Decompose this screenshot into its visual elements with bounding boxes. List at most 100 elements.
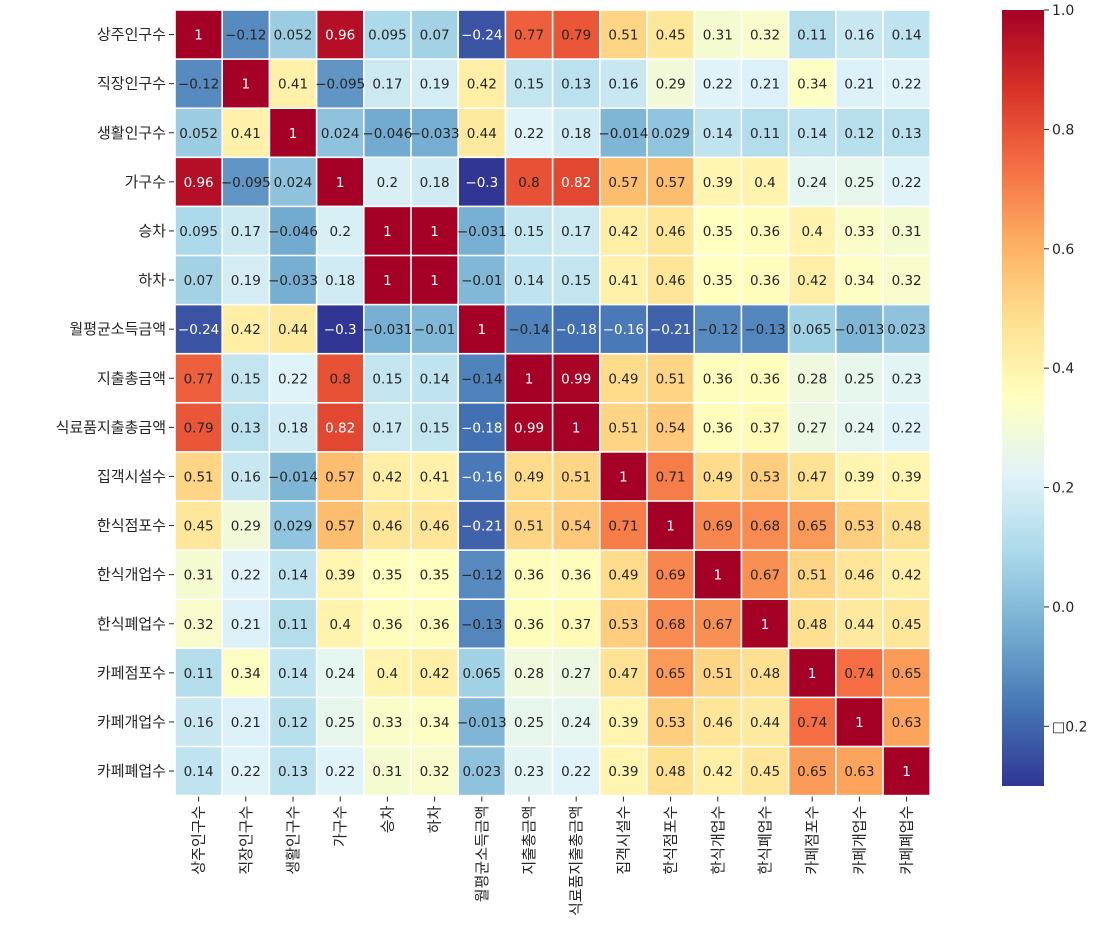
- y-tick-label: 직장인구수: [97, 75, 166, 93]
- heatmap-cell: [742, 354, 788, 402]
- heatmap-cell: [883, 158, 930, 206]
- heatmap-cell: [411, 747, 458, 795]
- x-tick-label: 하차: [426, 805, 444, 833]
- heatmap-cell: [553, 354, 599, 402]
- heatmap-cell: [789, 501, 835, 550]
- cell-annotation: 0.22: [892, 175, 922, 191]
- cell-annotation: 0.44: [467, 126, 497, 142]
- heatmap-cell: [459, 452, 505, 501]
- heatmap-cell: [506, 158, 552, 206]
- heatmap-cell: [411, 256, 458, 304]
- x-tick-label: 카페개업수: [850, 806, 868, 875]
- heatmap-cell: [789, 305, 835, 353]
- heatmap-cell: [600, 59, 647, 108]
- cell-annotation: 0.052: [179, 126, 218, 142]
- heatmap-cell: [600, 600, 647, 648]
- heatmap-cell: [695, 550, 741, 599]
- cell-annotation: 0.41: [278, 77, 308, 93]
- heatmap-cell: [836, 403, 883, 452]
- cell-annotation: 0.029: [651, 126, 690, 142]
- heatmap-cell: [883, 109, 930, 157]
- heatmap-cell: [836, 649, 883, 697]
- heatmap-cell: [411, 109, 458, 157]
- cell-annotation: −0.013: [834, 322, 884, 338]
- cell-annotation: 1: [902, 764, 911, 780]
- cell-annotation: 1: [808, 666, 817, 682]
- cell-annotation: 0.024: [274, 175, 313, 191]
- heatmap-cell: [411, 403, 458, 452]
- heatmap-cell: [270, 10, 316, 59]
- cell-annotation: 0.51: [656, 371, 686, 387]
- cell-annotation: 0.35: [372, 568, 402, 584]
- cell-annotation: 0.42: [231, 322, 261, 338]
- y-tick-label: 한식개업수: [97, 566, 166, 584]
- heatmap-cell: [695, 649, 741, 697]
- heatmap-cell: [364, 501, 411, 550]
- cell-annotation: 0.51: [703, 666, 733, 682]
- heatmap-cell: [223, 452, 269, 501]
- heatmap-cell: [553, 403, 599, 452]
- cell-annotation: 0.17: [561, 224, 591, 240]
- cell-annotation: 0.45: [184, 519, 214, 535]
- cell-annotation: 0.63: [844, 764, 874, 780]
- cell-annotation: 0.57: [325, 470, 355, 486]
- cell-annotation: 0.25: [844, 371, 874, 387]
- y-tick-label: 카페폐업수: [97, 762, 166, 780]
- cell-annotation: 0.27: [797, 420, 827, 436]
- heatmap-cell: [695, 109, 741, 157]
- cell-annotation: −0.3: [324, 322, 357, 338]
- cell-annotation: −0.18: [556, 322, 597, 338]
- cell-annotation: 0.31: [703, 28, 733, 44]
- heatmap-cell: [459, 158, 505, 206]
- heatmap-cell: [836, 747, 883, 795]
- cell-annotation: 0.32: [892, 273, 922, 289]
- heatmap-cell: [789, 698, 835, 746]
- heatmap-cell: [270, 305, 316, 353]
- cell-annotation: 0.21: [231, 715, 261, 731]
- cell-annotation: 0.47: [608, 666, 638, 682]
- cell-annotation: 1: [383, 273, 392, 289]
- heatmap-cell: [411, 305, 458, 353]
- cell-annotation: 0.57: [656, 175, 686, 191]
- cell-annotation: 0.8: [518, 175, 539, 191]
- cell-annotation: 0.33: [844, 224, 874, 240]
- heatmap-cell: [883, 10, 930, 59]
- heatmap-cell: [223, 501, 269, 550]
- heatmap-cell: [411, 550, 458, 599]
- heatmap-cell: [364, 403, 411, 452]
- cell-annotation: 0.44: [278, 322, 308, 338]
- cell-annotation: 0.18: [278, 420, 308, 436]
- cell-annotation: 0.54: [656, 420, 686, 436]
- cell-annotation: −0.014: [598, 126, 648, 142]
- heatmap-cells: [175, 10, 930, 795]
- y-tick-label: 가구수: [125, 173, 166, 191]
- heatmap-cell: [175, 649, 222, 697]
- heatmap-cell: [364, 59, 411, 108]
- cell-annotation: 0.28: [514, 666, 544, 682]
- cell-annotation: 0.63: [892, 715, 922, 731]
- heatmap-cell: [223, 550, 269, 599]
- cell-annotation: 0.39: [608, 715, 638, 731]
- heatmap-cell: [223, 59, 269, 108]
- cell-annotation: 0.51: [561, 470, 591, 486]
- cell-annotation: 0.49: [703, 470, 733, 486]
- heatmap-cell: [836, 698, 883, 746]
- y-tick-label: 카페개업수: [97, 713, 166, 731]
- cell-annotation: 0.024: [321, 126, 360, 142]
- cell-annotation: 0.36: [750, 224, 780, 240]
- cell-annotation: 0.45: [892, 617, 922, 633]
- x-tick-label: 한식폐업수: [756, 806, 774, 875]
- cell-annotation: 0.36: [703, 371, 733, 387]
- x-tick-label: 상주인구수: [190, 806, 208, 875]
- cell-annotation: 0.51: [608, 420, 638, 436]
- cell-annotation: 0.44: [750, 715, 780, 731]
- cell-annotation: 0.74: [797, 715, 827, 731]
- heatmap-cell: [789, 59, 835, 108]
- heatmap-cell: [270, 747, 316, 795]
- cell-annotation: 1: [242, 77, 251, 93]
- cell-annotation: 0.29: [231, 519, 261, 535]
- cell-annotation: 0.095: [179, 224, 218, 240]
- heatmap-cell: [742, 403, 788, 452]
- cell-annotation: 0.42: [467, 77, 497, 93]
- heatmap-cell: [836, 550, 883, 599]
